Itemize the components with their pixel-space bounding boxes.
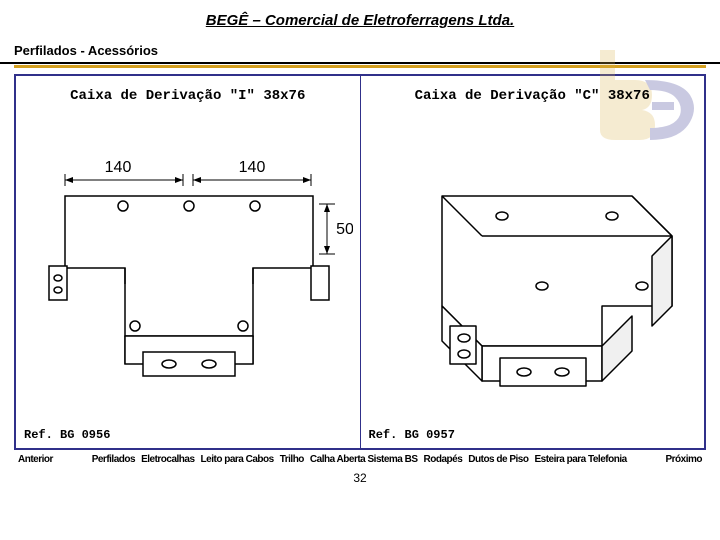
nav-item[interactable]: Perfilados	[92, 454, 135, 465]
nav-prev[interactable]: Anterior	[14, 454, 57, 465]
section-title: Perfilados - Acessórios	[14, 43, 158, 58]
panel-left-title: Caixa de Derivação "I" 38x76	[16, 76, 360, 110]
nav-item[interactable]: Trilho	[280, 454, 304, 465]
dim-h: 50	[336, 221, 353, 238]
product-panels: Caixa de Derivação "I" 38x76 140 140	[14, 74, 706, 450]
page-number: 32	[0, 471, 720, 485]
nav-item[interactable]: Esteira para Telefonia	[534, 454, 626, 465]
nav-next[interactable]: Próximo	[661, 454, 706, 465]
panel-left-ref: Ref. BG 0956	[16, 422, 360, 448]
nav-item[interactable]: Rodapés	[424, 454, 463, 465]
nav-categories: Perfilados Eletrocalhas Leito para Cabos…	[57, 454, 662, 465]
panel-right-title: Caixa de Derivação "C" 38x76	[361, 76, 705, 110]
panel-right-figure	[361, 110, 705, 422]
panel-right-ref: Ref. BG 0957	[361, 422, 705, 448]
nav-item[interactable]: Calha Aberta Sistema BS	[310, 454, 418, 465]
panel-right: Caixa de Derivação "C" 38x76	[361, 76, 705, 448]
company-title: BEGÊ – Comercial de Eletroferragens Ltda…	[206, 12, 514, 29]
accent-line	[14, 65, 706, 68]
dim-w1: 140	[104, 159, 131, 176]
nav-item[interactable]: Leito para Cabos	[201, 454, 274, 465]
nav-item[interactable]: Dutos de Piso	[468, 454, 528, 465]
nav-row: Anterior Perfilados Eletrocalhas Leito p…	[14, 454, 706, 465]
section-row: Perfilados - Acessórios	[0, 38, 720, 64]
panel-left-figure: 140 140 50	[16, 110, 360, 422]
nav-item[interactable]: Eletrocalhas	[141, 454, 194, 465]
panel-left: Caixa de Derivação "I" 38x76 140 140	[16, 76, 361, 448]
dim-w2: 140	[238, 159, 265, 176]
page-header: BEGÊ – Comercial de Eletroferragens Ltda…	[0, 0, 720, 38]
